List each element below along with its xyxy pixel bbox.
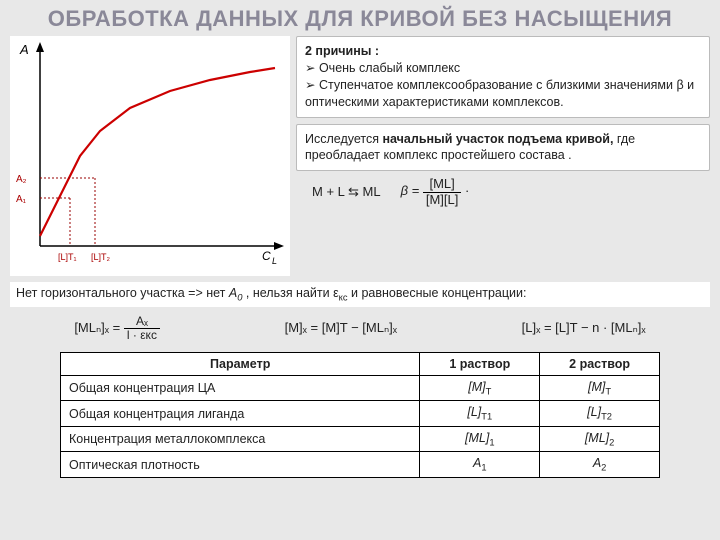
formula-1: [MLₙ]ₓ = Aₓ l · εкс (74, 315, 160, 342)
reason-item: Ступенчатое комплексообразование с близк… (305, 77, 701, 111)
params-table: Параметр 1 раствор 2 раствор Общая конце… (60, 352, 660, 478)
col-sol1: 1 раствор (420, 352, 540, 375)
reasons-list: Очень слабый комплекс Ступенчатое компле… (305, 60, 701, 111)
param-cell: Общая концентрация лиганда (61, 401, 420, 427)
val1-cell: A1 (420, 452, 540, 478)
svg-text:[L]T₂: [L]T₂ (91, 252, 111, 262)
right-column: 2 причины : Очень слабый комплекс Ступен… (296, 36, 710, 276)
beta-eq: β = [ML] [M][L] · (401, 177, 470, 207)
param-cell: Оптическая плотность (61, 452, 420, 478)
col-sol2: 2 раствор (540, 352, 660, 375)
val2-cell: [ML]2 (540, 426, 660, 452)
table-row: Концентрация металлокомплекса[ML]1[ML]2 (61, 426, 660, 452)
col-param: Параметр (61, 352, 420, 375)
note-box: Нет горизонтального участка => нет A0 , … (10, 282, 710, 307)
table-row: Оптическая плотностьA1A2 (61, 452, 660, 478)
top-row: A CL A₂ A₁ [L]T₁ [L]T₂ 2 причины : Очень слаб… (0, 36, 720, 276)
saturation-curve-chart: A CL A₂ A₁ [L]T₁ [L]T₂ (10, 36, 290, 276)
svg-text:A₁: A₁ (16, 194, 27, 205)
val1-cell: [ML]1 (420, 426, 540, 452)
reaction-eq: M + L ⇆ ML (312, 184, 381, 200)
equilibrium-row: M + L ⇆ ML β = [ML] [M][L] · (296, 177, 710, 207)
svg-text:[L]T₁: [L]T₁ (58, 252, 77, 262)
svg-text:A: A (19, 42, 29, 57)
formula-2: [M]ₓ = [M]T − [MLₙ]ₓ (285, 320, 397, 336)
reason-item: Очень слабый комплекс (305, 60, 701, 77)
table-header-row: Параметр 1 раствор 2 раствор (61, 352, 660, 375)
table-row: Общая концентрация лиганда[L]T1[L]T2 (61, 401, 660, 427)
reasons-title: 2 причины : (305, 43, 701, 60)
formulas-row: [MLₙ]ₓ = Aₓ l · εкс [M]ₓ = [M]T − [MLₙ]ₓ… (0, 311, 720, 348)
val2-cell: [L]T2 (540, 401, 660, 427)
val1-cell: [L]T1 (420, 401, 540, 427)
study-box: Исследуется начальный участок подъема кр… (296, 124, 710, 172)
svg-text:L: L (272, 256, 277, 266)
val2-cell: [M]T (540, 375, 660, 401)
svg-text:C: C (262, 249, 271, 263)
val1-cell: [M]T (420, 375, 540, 401)
formula-3: [L]ₓ = [L]T − n · [MLₙ]ₓ (522, 320, 646, 336)
reasons-box: 2 причины : Очень слабый комплекс Ступен… (296, 36, 710, 118)
svg-text:A₂: A₂ (16, 174, 27, 185)
param-cell: Общая концентрация ЦА (61, 375, 420, 401)
param-cell: Концентрация металлокомплекса (61, 426, 420, 452)
val2-cell: A2 (540, 452, 660, 478)
page-title: ОБРАБОТКА ДАННЫХ ДЛЯ КРИВОЙ БЕЗ НАСЫЩЕНИ… (0, 0, 720, 36)
table-row: Общая концентрация ЦА[M]T[M]T (61, 375, 660, 401)
